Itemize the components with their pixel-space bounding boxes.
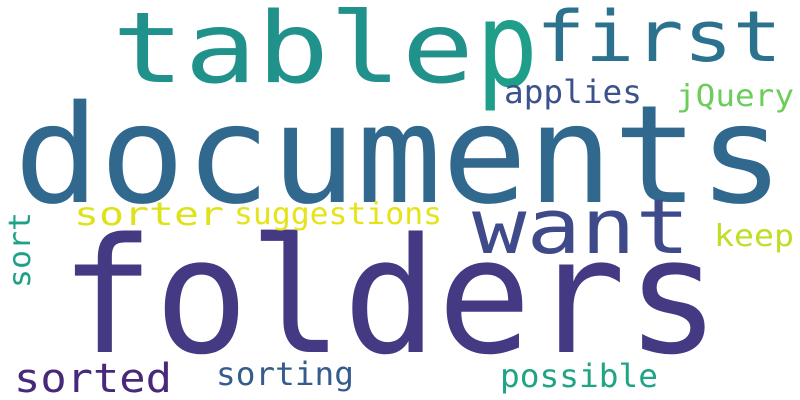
word-possible: possible (500, 357, 658, 396)
word-documents: documents (14, 76, 785, 235)
word-keep: keep (714, 219, 794, 255)
word-sorted: sorted (14, 356, 172, 400)
word-jquery: jQuery (676, 79, 795, 115)
word-sort: sort (3, 211, 38, 288)
word-suggestions: suggestions (234, 197, 443, 233)
word-applies: applies (504, 73, 642, 112)
word-first: first (536, 0, 782, 78)
word-want: want (472, 181, 690, 271)
word-folders: folders (60, 202, 721, 390)
word-sorting: sorting (216, 355, 354, 394)
word-p: p (476, 0, 539, 114)
word-sorter: sorter (74, 195, 225, 234)
word-table: table (112, 0, 474, 107)
